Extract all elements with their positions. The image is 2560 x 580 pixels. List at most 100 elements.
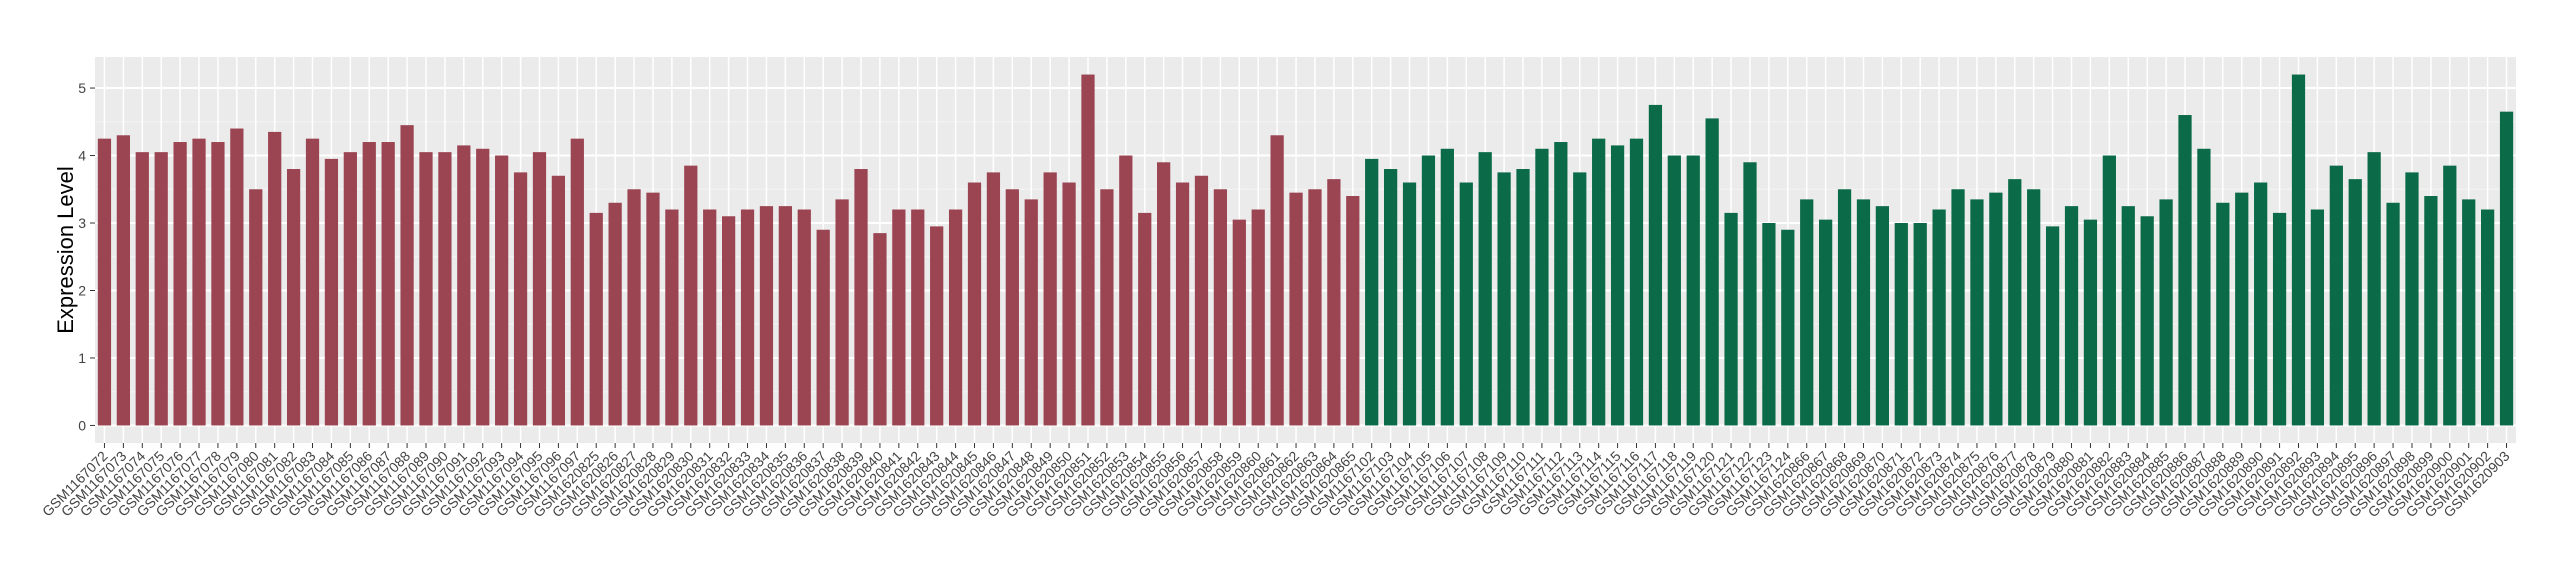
- bar: [1289, 192, 1303, 426]
- bar: [1705, 118, 1719, 426]
- bar: [948, 209, 963, 426]
- bar: [1157, 162, 1171, 426]
- bar: [1024, 199, 1038, 426]
- bar: [1535, 148, 1549, 426]
- bar: [551, 175, 566, 426]
- bar: [1781, 229, 1795, 426]
- bar: [457, 145, 471, 426]
- y-tick-label: 3: [78, 215, 86, 231]
- bar: [2216, 202, 2230, 426]
- bar: [1856, 199, 1871, 426]
- bar: [173, 142, 187, 426]
- bar: [646, 192, 660, 426]
- bar: [1327, 179, 1341, 426]
- bar: [1459, 182, 1473, 426]
- bar: [1251, 209, 1265, 426]
- bar: [627, 189, 641, 426]
- bar: [2348, 179, 2362, 426]
- bar: [513, 172, 528, 426]
- bar: [835, 199, 849, 426]
- bar: [2462, 199, 2476, 426]
- bar: [1951, 189, 1965, 426]
- bar: [1346, 196, 1360, 426]
- bar: [230, 128, 244, 426]
- bar: [1667, 155, 1681, 426]
- bar: [305, 138, 320, 426]
- bar: [2405, 172, 2419, 426]
- bar: [2499, 111, 2514, 426]
- bar: [665, 209, 679, 426]
- bar: [722, 216, 736, 426]
- y-tick-label: 4: [78, 148, 86, 164]
- bar: [1894, 223, 1908, 426]
- bar: [778, 206, 792, 426]
- bar: [1402, 182, 1417, 426]
- bar: [1592, 138, 1606, 426]
- bar: [1232, 219, 1246, 426]
- bar: [1383, 169, 1398, 426]
- bar: [1005, 189, 1019, 426]
- bar: [192, 138, 206, 426]
- bar: [154, 152, 168, 426]
- bar: [1194, 175, 1209, 426]
- bar: [2254, 182, 2268, 426]
- bar: [570, 138, 584, 426]
- bar: [2045, 226, 2060, 426]
- bar: [1270, 135, 1284, 426]
- y-tick-label: 5: [78, 80, 86, 96]
- bar: [343, 152, 357, 426]
- bar: [1516, 169, 1530, 426]
- bar: [589, 212, 603, 426]
- bar: [1100, 189, 1114, 426]
- bar: [1440, 148, 1454, 426]
- bar: [2102, 155, 2116, 426]
- bar: [1875, 206, 1889, 426]
- y-axis-label: Expression Level: [53, 166, 78, 334]
- bar: [2310, 209, 2325, 426]
- bar: [1913, 223, 1927, 426]
- bar: [1989, 192, 2003, 426]
- bar: [476, 148, 490, 426]
- bar: [873, 233, 887, 426]
- bar: [1648, 104, 1663, 426]
- bar: [2481, 209, 2495, 426]
- bar: [532, 152, 547, 426]
- bar: [2178, 115, 2192, 426]
- bar: [2235, 192, 2249, 426]
- bar: [816, 229, 830, 426]
- bar: [1119, 155, 1133, 426]
- bar: [2443, 165, 2457, 426]
- bar: [1478, 152, 1492, 426]
- bar: [703, 209, 717, 426]
- bar: [759, 206, 774, 426]
- bar: [1610, 145, 1625, 426]
- bar: [495, 155, 509, 426]
- bar: [1062, 182, 1076, 426]
- bar: [1819, 219, 1833, 426]
- bar: [2064, 206, 2079, 426]
- bar: [400, 125, 414, 426]
- bar: [740, 209, 755, 426]
- bar: [1743, 162, 1757, 426]
- bar: [797, 209, 811, 426]
- y-tick-label: 1: [78, 350, 86, 366]
- bar: [381, 142, 395, 426]
- bar: [2329, 165, 2343, 426]
- bar: [1554, 142, 1568, 426]
- bar: [684, 165, 698, 426]
- bar: [1970, 199, 1984, 426]
- bar: [1365, 158, 1379, 426]
- bar: [2386, 202, 2400, 426]
- y-tick-label: 2: [78, 282, 86, 298]
- bar: [2121, 206, 2135, 426]
- bar: [1421, 155, 1436, 426]
- bar: [249, 189, 263, 426]
- bar: [854, 169, 868, 426]
- bar: [324, 158, 339, 426]
- bar: [135, 152, 149, 426]
- bar: [1043, 172, 1057, 426]
- y-tick-label: 0: [78, 417, 86, 433]
- bar: [1081, 74, 1095, 426]
